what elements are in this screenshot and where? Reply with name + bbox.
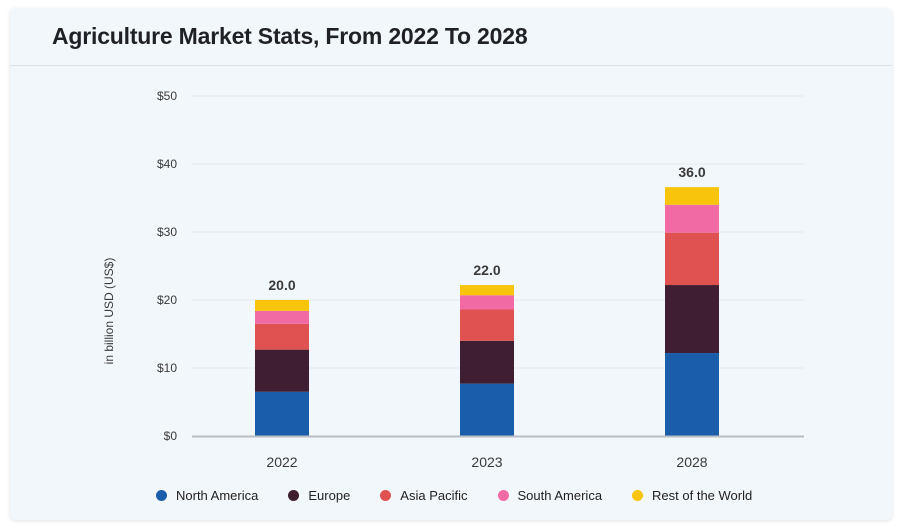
bar-segment-europe[interactable]	[665, 285, 719, 354]
bar-segment-south-america[interactable]	[255, 310, 309, 324]
bar-segment-europe[interactable]	[460, 340, 514, 384]
bar-segment-north-america[interactable]	[255, 391, 309, 436]
y-tick-label: $30	[157, 225, 177, 239]
bar-total-label: 20.0	[268, 277, 295, 293]
bar-segment-north-america[interactable]	[460, 383, 514, 436]
bar-total-label: 22.0	[473, 262, 500, 278]
legend-item-rest-of-the-world[interactable]: Rest of the World	[632, 488, 752, 503]
y-tick-label: $0	[164, 429, 178, 443]
x-tick-label: 2022	[266, 454, 297, 470]
card-header: Agriculture Market Stats, From 2022 To 2…	[10, 8, 892, 66]
bar-segment-europe[interactable]	[255, 349, 309, 392]
legend-label: Asia Pacific	[400, 488, 468, 503]
bar-segment-rest-of-the-world[interactable]	[255, 300, 309, 311]
bar-segment-north-america[interactable]	[665, 353, 719, 436]
y-tick-label: $10	[157, 361, 177, 375]
legend-swatch	[497, 490, 509, 501]
legend-label: North America	[176, 488, 259, 503]
legend-swatch	[380, 490, 392, 501]
bar-segment-asia-pacific[interactable]	[665, 232, 719, 286]
legend-swatch	[288, 490, 300, 501]
bar-segment-south-america[interactable]	[665, 204, 719, 233]
y-tick-label: $50	[157, 89, 177, 103]
legend-label: South America	[517, 488, 603, 503]
bar-segment-asia-pacific[interactable]	[460, 309, 514, 341]
bar-segment-south-america[interactable]	[460, 295, 514, 310]
bar-segment-rest-of-the-world[interactable]	[460, 285, 514, 296]
x-tick-label: 2023	[471, 454, 502, 470]
y-axis-label: in billion USD (US$)	[102, 258, 116, 365]
legend-item-europe[interactable]: Europe	[288, 488, 350, 503]
bar-segment-asia-pacific[interactable]	[255, 323, 309, 350]
x-tick-label: 2028	[676, 454, 707, 470]
legend-label: Rest of the World	[652, 488, 753, 503]
y-tick-label: $40	[157, 157, 177, 171]
legend-swatch	[156, 490, 167, 501]
stacked-bar-chart: $0 $10 $20 $30 $40 $50 in billion USD (US$) 20.…	[102, 89, 804, 470]
bar-total-label: 36.0	[678, 164, 705, 180]
chart-card: Agriculture Market Stats, From 2022 To 2…	[10, 8, 892, 520]
legend-label: Europe	[308, 488, 351, 503]
legend-item-south-america[interactable]: South America	[497, 488, 603, 503]
chart-legend: North America Europe Asia Pacific South Ame…	[156, 488, 752, 503]
legend-item-asia-pacific[interactable]: Asia Pacific	[380, 488, 468, 503]
page-title: Agriculture Market Stats, From 2022 To 2…	[52, 23, 528, 49]
y-tick-label: $20	[157, 293, 177, 307]
bar-segment-rest-of-the-world[interactable]	[665, 187, 719, 205]
legend-swatch	[632, 490, 644, 501]
legend-item-north-america[interactable]: North America	[156, 488, 258, 503]
